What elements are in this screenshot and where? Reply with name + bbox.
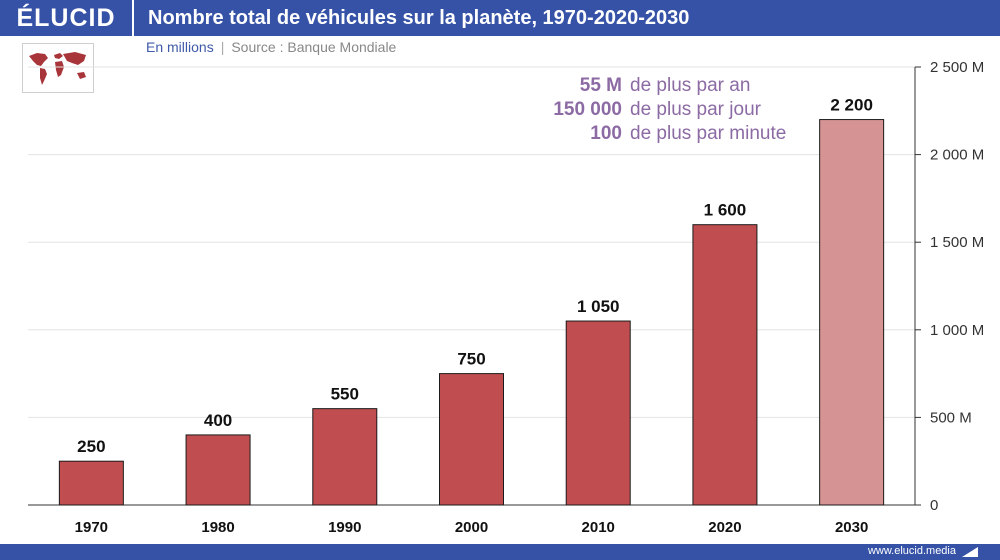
callout-minute-text: de plus par minute [630,123,787,144]
y-tick-label-1000: 1 000 M [930,322,984,339]
bar-value-label-2030: 2 200 [830,96,873,115]
header-bar: ÉLUCID Nombre total de véhicules sur la … [0,0,1000,36]
bar-1980 [185,434,251,506]
x-tick-label-2020: 2020 [708,519,741,536]
x-tick-label-1970: 1970 [75,519,108,536]
bar-value-label-2000: 750 [457,350,485,369]
y-tick-label-2000: 2 000 M [930,147,984,164]
bar-2000 [439,373,504,506]
y-tick-label-500: 500 M [930,409,972,426]
bar-1990 [312,408,378,506]
x-tick-label-1980: 1980 [201,519,234,536]
bar-value-label-1980: 400 [204,411,232,430]
x-tick-label-2000: 2000 [455,519,488,536]
chart-title: Nombre total de véhicules sur la planète… [148,6,690,29]
bar-value-label-1990: 550 [331,385,359,404]
callout-year-value: 55 M [579,75,622,96]
callout-day-text: de plus par jour [630,99,761,120]
x-tick-label-1990: 1990 [328,519,361,536]
bar-value-label-2010: 1 050 [577,297,620,316]
y-tick-label-1500: 1 500 M [930,234,984,251]
unit-label: En millions [146,39,214,55]
y-tick-label-0: 0 [930,497,938,514]
subtitle-separator: | [220,39,225,55]
bar-2020 [692,224,758,506]
callout-day-value: 150 000 [553,99,622,120]
footer-logo-icon [962,547,978,557]
x-tick-label-2010: 2010 [582,519,615,536]
world-map-icon [22,43,94,93]
callout-row-day: 150 000 de plus par jour [520,98,820,122]
subtitle: En millions | Source : Banque Mondiale [146,39,396,55]
brand-logo[interactable]: ÉLUCID [0,0,134,36]
callout-minute-value: 100 [590,123,622,144]
bar-2030 [819,119,885,506]
callout-row-minute: 100 de plus par minute [520,122,820,146]
footer-bar: www.elucid.media [0,544,1000,560]
bar-1970 [58,460,124,506]
footer-site-link[interactable]: www.elucid.media [867,545,956,557]
growth-callout: 55 M de plus par an 150 000 de plus par … [520,74,820,146]
x-tick-label-2030: 2030 [835,519,868,536]
bar-value-label-2020: 1 600 [704,201,747,220]
bar-value-label-1970: 250 [77,437,105,456]
callout-row-year: 55 M de plus par an [520,74,820,98]
callout-year-text: de plus par an [630,75,751,96]
bar-2010 [565,320,631,506]
y-tick-label-2500: 2 500 M [930,59,984,76]
source-label: Source : Banque Mondiale [231,39,397,55]
